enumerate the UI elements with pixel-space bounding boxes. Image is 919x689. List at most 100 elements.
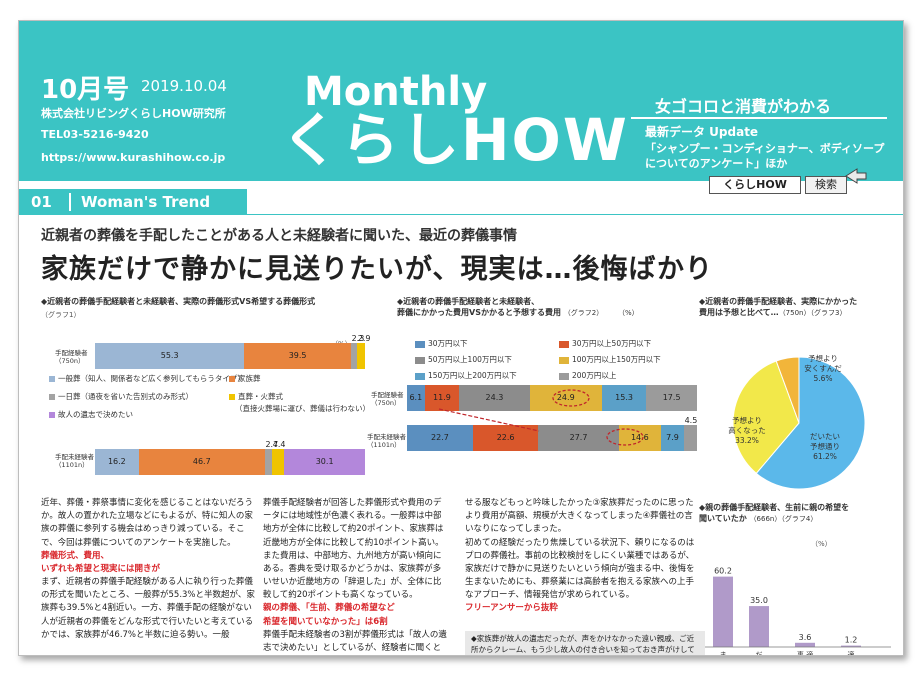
masthead: 10月号 2019.10.04 株式会社リビングくらしHOW研究所 TEL03-… — [19, 21, 903, 181]
bar-segment — [264, 449, 273, 475]
legend-swatch — [49, 412, 55, 418]
chart1-title: ◆近親者の葬儀手配経験者と未経験者、実際の葬儀形式VS希望する葬儀形式 — [41, 297, 315, 308]
chart4-bars: 60.2 ま 35.0 だ 3.6 事 適 1.2 適 — [703, 567, 891, 656]
chart1-row2-label: 手配未経験者 （1101n） — [55, 453, 94, 470]
chart2-title: ◆近親者の葬儀手配経験者と未経験者、 葬儀にかかった費用VSかかると予想する費用… — [397, 297, 639, 319]
bar-value-label: 60.2 — [714, 567, 732, 576]
chart2-highlight-overlay — [438, 389, 644, 446]
bar-value-label: 11.9 — [433, 393, 451, 402]
chart2-row1-label: 手配経験者 （750n） — [371, 391, 404, 408]
bar-value-label: 39.5 — [288, 351, 307, 360]
category-label: 適 — [848, 650, 855, 656]
bar-segment — [601, 385, 647, 411]
legend-swatch — [559, 372, 569, 380]
chart2-legend-1: 30万円以上50万円以下 — [559, 338, 651, 349]
bar-value-label: 3.6 — [799, 633, 812, 642]
bar-segment — [646, 385, 697, 411]
chart1-legend-direct-note: （直接火葬場に運び、葬儀は行わない） — [235, 404, 370, 413]
chart4-title-line2: 聞いていたか （666n）（グラフ4） — [699, 514, 849, 525]
chart2-legend-4: 150万円以上200万円以下 — [415, 370, 517, 381]
bar-segment — [407, 385, 425, 411]
legend-swatch — [49, 394, 55, 400]
bar-value-label: 2.3 — [351, 334, 365, 343]
chart4-fig-number: （666n）（グラフ4） — [749, 514, 818, 523]
chart2-fig-number: （グラフ2） — [563, 308, 604, 317]
chart3-title: ◆近親者の葬儀手配経験者、実際にかかった 費用は予想と比べて…（750n）（グラ… — [699, 297, 857, 319]
search-input[interactable]: くらしHOW — [709, 176, 801, 194]
bar — [749, 606, 769, 647]
bar-segment — [472, 425, 539, 451]
issue-label: 10月号 — [41, 75, 130, 105]
bar-value-label: 46.7 — [192, 457, 211, 466]
chart1-row1-label: 手配経験者 （750n） — [55, 349, 88, 366]
trend-connector — [438, 408, 540, 432]
pie-label: だいたい — [810, 432, 840, 441]
bar-segment — [407, 425, 473, 451]
subheading: 親の葬儀、「生前、葬儀の希望など — [263, 603, 395, 614]
chart1-legend-family: 家族葬 — [229, 373, 261, 384]
category-label: だ — [756, 651, 763, 656]
legend-swatch — [559, 340, 569, 348]
chart3-title-line2: 費用は予想と比べて…（750n）（グラフ3） — [699, 308, 857, 319]
bar-segment — [244, 343, 351, 369]
bar — [795, 642, 815, 647]
magazine-title-en: Monthly — [304, 69, 488, 115]
legend-swatch — [415, 372, 425, 380]
article-column-1: 近年、葬儀・葬祭事情に変化を感じることはないだろうか。故人の置かれた立場などにも… — [41, 497, 259, 642]
bar-segment — [459, 385, 530, 411]
paragraph: 初めての経験だったり焦燥している状況下、頼りになるのはプロの葬儀社。事前の比較検… — [465, 537, 695, 601]
chart2-row2-name: 手配未経験者 — [367, 433, 406, 441]
chart4-title: ◆親の葬儀手配経験者、生前に親の希望を 聞いていたか （666n）（グラフ4） — [699, 503, 849, 525]
tagline-divider — [631, 117, 887, 119]
section-title: Woman's Trend — [81, 193, 211, 211]
free-answer-box: ◆家族葬が故人の遺志だったが、声をかけなかった遠い親戚、ご近所からクレーム、もう… — [465, 631, 705, 655]
legend-label: 家族葬 — [238, 374, 261, 383]
website-link[interactable]: https://www.kurashihow.co.jp — [41, 151, 226, 164]
category-label: ま — [720, 651, 727, 656]
chart2-row1-n: （750n） — [371, 399, 401, 408]
legend-label: 100万円以上150万円以下 — [572, 355, 661, 364]
chart2-legend-2: 50万円以上100万円以下 — [415, 354, 512, 365]
article-subhead: 近親者の葬儀を手配したことがある人と未経験者に聞いた、最近の葬儀事情 — [41, 228, 517, 244]
legend-label: 200万円以上 — [572, 371, 617, 380]
bar-value-label: 16.2 — [107, 457, 126, 466]
chart3-fig-number: （750n）（グラフ3） — [778, 308, 847, 317]
legend-swatch — [49, 376, 55, 382]
bar-segment — [538, 425, 619, 451]
bar-value-label: 6.1 — [409, 393, 423, 402]
legend-label: 30万円以上50万円以下 — [572, 339, 652, 348]
bar-value-label: 2.7 — [265, 440, 279, 449]
pie-label: 61.2% — [813, 452, 837, 461]
bar-segment — [284, 449, 366, 475]
pie-label: 予想より — [732, 415, 762, 425]
search-button[interactable]: 検索 — [805, 176, 847, 194]
free-answer-heading: フリーアンサーから抜粋 — [465, 603, 558, 614]
legend-swatch — [559, 356, 569, 364]
bar-value-label: 15.3 — [615, 393, 633, 402]
bar-segment — [424, 385, 460, 411]
highlight-ring-inexperienced — [606, 428, 644, 446]
chart1-row1-name: 手配経験者 — [55, 349, 88, 357]
legend-swatch — [229, 394, 235, 400]
chart2-row2-n: （1101n） — [367, 441, 401, 450]
chart4-title-line1: ◆親の葬儀手配経験者、生前に親の希望を — [699, 503, 850, 512]
update-body: 「シャンプー・コンディショナー、ボディソープについてのアンケート」ほか — [645, 142, 885, 171]
article-column-3: せる服などもっと吟味したかった③家族葬だったのに思ったより費用が高額、規模が大き… — [465, 497, 697, 616]
chart2-title-line2: 葬儀にかかった費用VSかかると予想する費用 （グラフ2） （%） — [397, 308, 639, 319]
legend-label: 一日葬（通夜を省いた告別式のみ形式） — [58, 392, 193, 401]
paragraph: まず、近親者の葬儀手配経験がある人に執り行った葬儀の形式を聞いたところ、一般葬が… — [41, 577, 255, 640]
chart1-legend-general: 一般葬（知人、関係者など広く参列してもらうタイプ） — [49, 373, 245, 384]
legend-swatch — [229, 376, 235, 382]
chart1-row2-n: （1101n） — [55, 461, 89, 470]
bar-value-label: 35.0 — [750, 596, 768, 605]
section-underline — [247, 214, 903, 215]
bar-segment — [661, 425, 684, 451]
chart3-title-line2-text: 費用は予想と比べて… — [699, 307, 779, 317]
tagline: 女ゴコロと消費がわかる — [655, 97, 832, 116]
chart2-row2-label: 手配未経験者 （1101n） — [367, 433, 406, 450]
chart2-legend-3: 100万円以上150万円以下 — [559, 354, 661, 365]
bar-segment — [529, 385, 602, 411]
article-column-2: 葬儀手配経験者が回答した葬儀形式や費用のデータには地域性が色濃く表れる。一般葬は… — [263, 497, 449, 655]
article-headline: 家族だけで静かに見送りたいが、現実は…後悔ばかり — [41, 254, 713, 285]
